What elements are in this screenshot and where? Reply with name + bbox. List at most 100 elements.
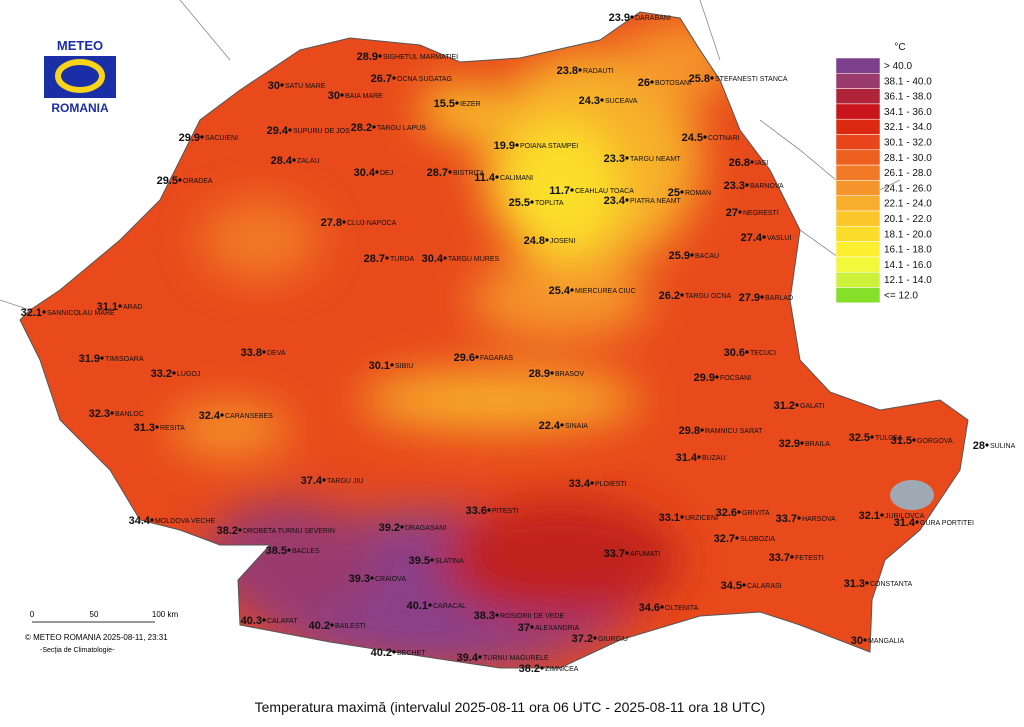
station-dot xyxy=(443,256,447,260)
station-value: 40.2 xyxy=(309,620,330,632)
station-value: 25.5 xyxy=(509,197,530,209)
station-name: CARACAL xyxy=(433,603,466,610)
station-name: HARSOVA xyxy=(802,516,836,523)
station-value: 38.2 xyxy=(217,525,238,537)
station-value: 29.9 xyxy=(179,132,200,144)
legend-label: 36.1 - 38.0 xyxy=(884,92,932,103)
station-value: 29.8 xyxy=(679,425,700,437)
station-dot xyxy=(178,178,182,182)
station-name: CRAIOVA xyxy=(375,576,406,583)
legend-swatch xyxy=(835,256,881,273)
scale-tick: 0 xyxy=(30,610,35,619)
station-value: 40.1 xyxy=(407,600,428,612)
station-value: 34.4 xyxy=(129,515,151,527)
station-dot xyxy=(738,210,742,214)
station-value: 38.2 xyxy=(519,663,540,675)
station-value: 28 xyxy=(973,440,985,452)
station-value: 33.4 xyxy=(569,478,591,490)
station-name: BANLOC xyxy=(115,411,144,418)
station-value: 39.4 xyxy=(457,652,479,664)
station-dot xyxy=(428,603,432,607)
station-dot xyxy=(475,355,479,359)
station-value: 33.8 xyxy=(241,347,262,359)
station-name: TURDA xyxy=(390,256,414,263)
station-name: GALATI xyxy=(800,403,824,410)
station-value: 24.5 xyxy=(682,132,703,144)
station-name: BACLES xyxy=(292,548,320,555)
station-name: CLUJ-NAPOCA xyxy=(347,220,397,227)
station-name: RESITA xyxy=(160,425,185,432)
station-value: 28.4 xyxy=(271,155,293,167)
station-value: 32.3 xyxy=(89,408,110,420)
station-value: 22.4 xyxy=(539,420,561,432)
station-value: 24.8 xyxy=(524,235,545,247)
station-name: TARGU JIU xyxy=(327,478,363,485)
legend-swatch xyxy=(835,118,881,135)
station-name: SIBIU xyxy=(395,363,413,370)
station-dot xyxy=(560,423,564,427)
legend-swatch xyxy=(835,195,881,212)
station-dot xyxy=(985,443,989,447)
station-dot xyxy=(392,650,396,654)
station-dot xyxy=(590,481,594,485)
station-value: 27.8 xyxy=(321,217,342,229)
legend-label: 14.1 - 16.0 xyxy=(884,260,932,271)
station-value: 33.7 xyxy=(769,552,790,564)
station-value: 37.4 xyxy=(301,475,323,487)
station-value: 26.7 xyxy=(371,73,392,85)
station-value: 30.4 xyxy=(354,167,376,179)
scale-tick: 50 xyxy=(90,610,99,619)
station-dot xyxy=(762,235,766,239)
station-dot xyxy=(287,548,291,552)
station-value: 28.9 xyxy=(529,368,550,380)
copyright: © METEO ROMANIA 2025-08-11, 23:31 xyxy=(25,633,168,642)
station-name: BARNOVA xyxy=(750,183,784,190)
station-name: DEJ xyxy=(380,170,393,177)
station-value: 39.3 xyxy=(349,573,370,585)
legend-swatch xyxy=(835,88,881,105)
station-value: 37 xyxy=(518,622,530,634)
station-value: 32.1 xyxy=(859,510,880,522)
station-value: 34.6 xyxy=(639,602,660,614)
station-value: 19.9 xyxy=(494,140,515,152)
station-value: 27 xyxy=(726,207,738,219)
station-dot xyxy=(220,413,224,417)
station-value: 23.3 xyxy=(724,180,745,192)
legend-swatch xyxy=(835,164,881,181)
station-value: 30.6 xyxy=(724,347,745,359)
legend-label: 16.1 - 18.0 xyxy=(884,245,932,256)
station-value: 39.2 xyxy=(379,522,400,534)
section: -Secţia de Climatologie- xyxy=(40,647,115,654)
station-dot xyxy=(703,135,707,139)
station-name: PITESTI xyxy=(492,508,519,515)
station-dot xyxy=(530,625,534,629)
logo: METEO ROMANIA xyxy=(44,38,116,115)
station-dot xyxy=(390,363,394,367)
station-value: 31.5 xyxy=(891,435,912,447)
legend-label: 22.1 - 24.0 xyxy=(884,199,932,210)
station-value: 33.7 xyxy=(604,548,625,560)
station-name: FAGARAS xyxy=(480,355,513,362)
station-name: MANGALIA xyxy=(868,638,905,645)
legend-swatch xyxy=(835,210,881,227)
station-dot xyxy=(795,403,799,407)
station-dot xyxy=(865,581,869,585)
station-dot xyxy=(288,128,292,132)
station-name: FOCSANI xyxy=(720,375,751,382)
station-name: TURNU MAGURELE xyxy=(483,655,549,662)
logo-top: METEO xyxy=(57,38,103,53)
station-dot xyxy=(330,623,334,627)
station-name: TARGU NEAMT xyxy=(630,156,681,163)
station-dot xyxy=(660,605,664,609)
station-dot xyxy=(625,551,629,555)
station-value: 30 xyxy=(268,80,280,92)
scale-tick: 100 km xyxy=(152,610,179,619)
station-dot xyxy=(625,156,629,160)
station-dot xyxy=(790,555,794,559)
station-value: 29.5 xyxy=(157,175,178,187)
station-dot xyxy=(385,256,389,260)
station-name: BARLAD xyxy=(765,295,793,302)
station-dot xyxy=(680,190,684,194)
station-name: ORADEA xyxy=(183,178,213,185)
